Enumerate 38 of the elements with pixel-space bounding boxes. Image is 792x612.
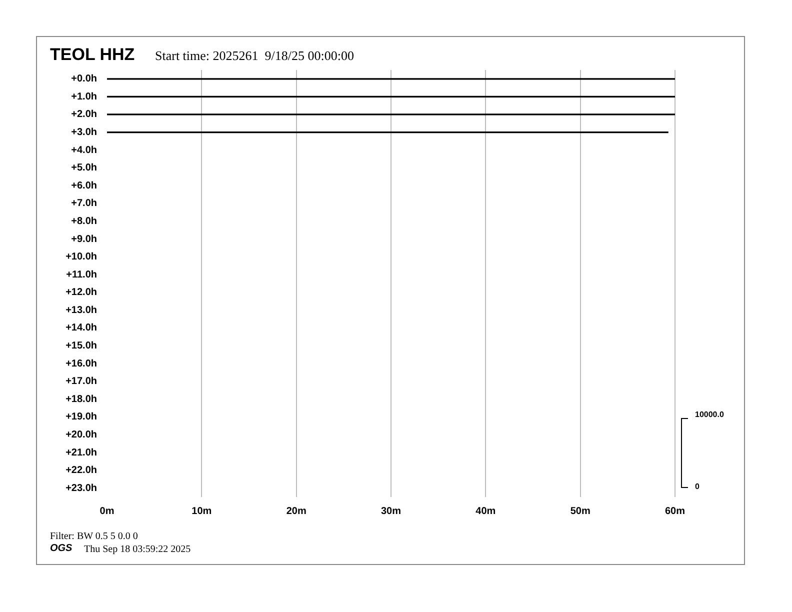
y-tick-label: +6.0h [71,180,97,192]
y-tick-label: +21.0h [66,447,97,458]
y-tick-label: +0.0h [71,74,97,85]
y-tick-label: +5.0h [71,162,97,174]
y-tick-label: +23.0h [66,482,97,494]
x-tick-label: 30m [380,506,402,517]
text: 10000.0 [695,410,724,419]
y-tick-label: +20.0h [66,429,97,440]
text: Filter: BW 0.5 5 0.0 0 [50,531,138,542]
y-tick-label: +4.0h [71,144,97,156]
y-tick-label: +22.0h [66,465,97,476]
chart-subtitle: Start time: 2025261 9/18/25 00:00:00 [155,48,354,64]
y-tick-label: +17.0h [66,376,97,388]
y-tick-label: +1.0h [71,91,97,102]
y-tick-label: +10.0h [66,252,97,263]
y-tick-label: +13.0h [66,304,97,316]
text: Thu Sep 18 03:59:22 2025 [84,544,191,555]
y-tick-label: +8.0h [71,216,97,227]
x-tick-label: 10m [192,506,212,517]
y-tick-label: +12.0h [66,287,97,298]
y-tick-label: +15.0h [66,340,97,352]
y-tick-label: +19.0h [66,412,97,423]
y-tick-label: +3.0h [71,127,97,138]
text: 0 [695,482,700,491]
y-tick-label: +2.0h [71,109,97,120]
x-tick-label: 20m [286,506,306,517]
chart-title: TEOL HHZ [50,45,135,65]
y-tick-label: +9.0h [71,234,97,245]
y-tick-label: +7.0h [71,198,97,210]
y-tick-label: +11.0h [66,269,97,280]
y-tick-label: +16.0h [66,358,97,370]
y-tick-label: +18.0h [66,394,97,405]
y-tick-label: +14.0h [66,322,97,334]
x-tick-label: 60m [664,506,686,517]
x-tick-label: 40m [476,506,496,517]
x-tick-label: 50m [570,506,590,517]
x-tick-label: 0m [100,506,114,517]
text: OGS [50,543,72,554]
